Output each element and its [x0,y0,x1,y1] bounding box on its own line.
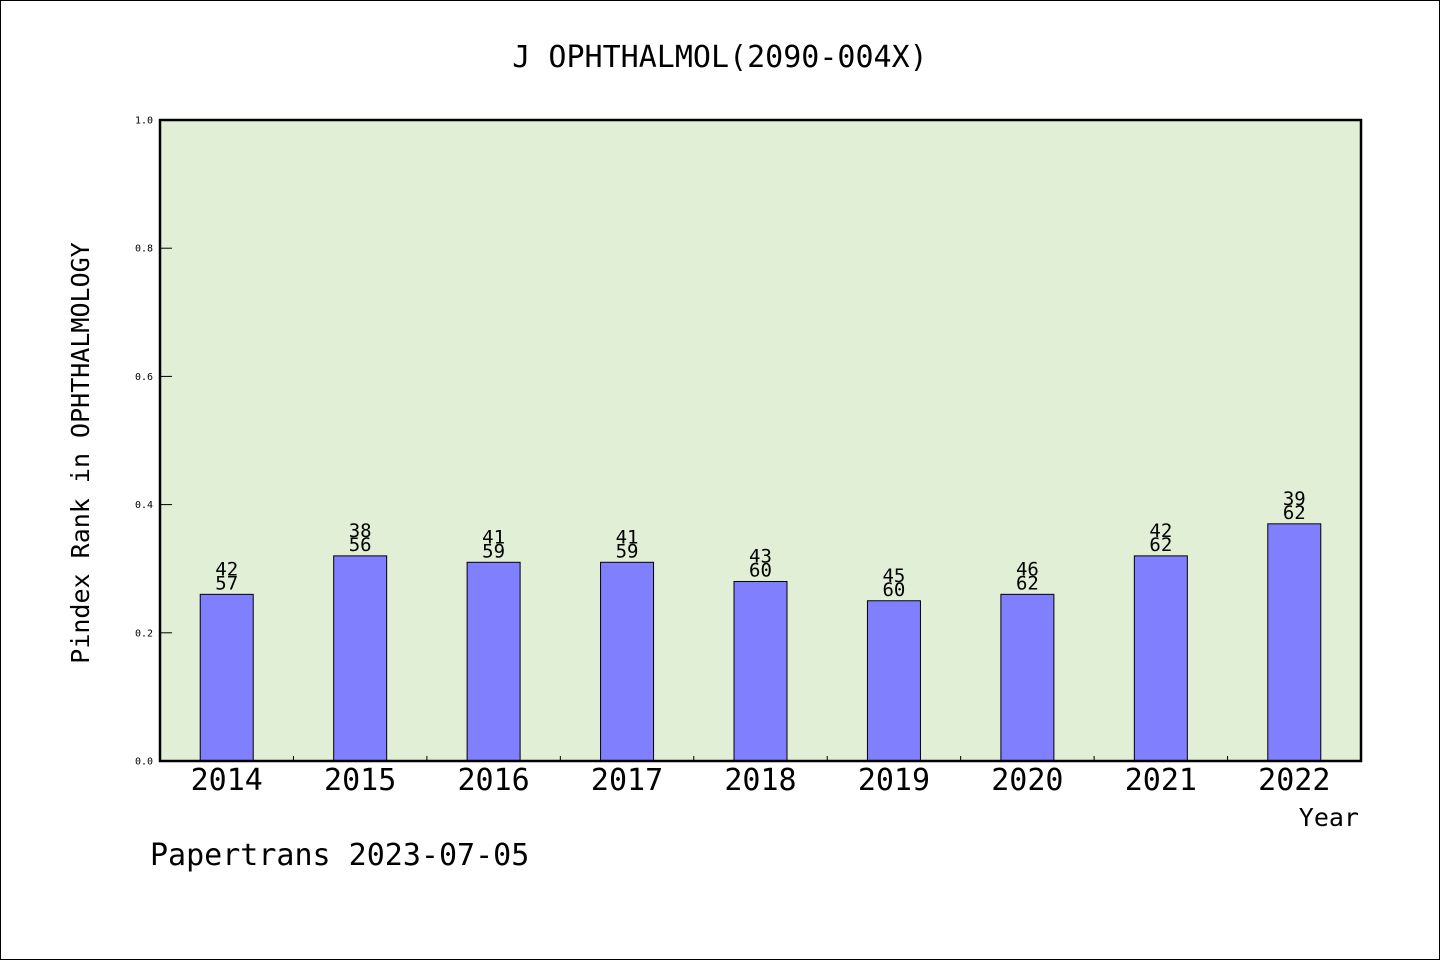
data-label-bottom-2021: 62 [1149,534,1172,556]
data-label-bottom-2014: 57 [215,572,238,594]
y-tick-label-0.2: 0.2 [135,628,153,639]
data-label-top-2015: 38 [349,520,372,542]
bar-2016 [466,561,521,762]
chart-title: J OPHTHALMOL(2090-004X) [512,40,927,75]
bar-2022 [1267,523,1322,762]
x-tick-label-2015: 2015 [324,763,396,798]
data-label-bottom-2015: 56 [349,534,372,556]
x-tick-label-2022: 2022 [1258,763,1330,798]
data-label-bottom-2016: 59 [482,540,505,562]
x-tick-label-2020: 2020 [991,763,1063,798]
plot-border [158,118,1363,763]
data-label-top-2020: 46 [1016,558,1039,580]
data-label-top-2019: 45 [882,565,905,587]
x-axis-label: Year [1299,803,1359,832]
x-tick-label-2016: 2016 [457,763,529,798]
data-label-top-2018: 43 [749,546,772,568]
data-label-bottom-2017: 59 [616,540,639,562]
y-tick-label-0.8: 0.8 [135,244,153,255]
bar-2019 [866,600,921,762]
data-label-top-2021: 42 [1149,520,1172,542]
y-tick-label-1.0: 1.0 [135,116,153,127]
x-tick-label-2014: 2014 [191,763,263,798]
data-label-top-2022: 39 [1283,488,1306,510]
data-label-bottom-2022: 62 [1283,502,1306,524]
data-label-top-2016: 41 [482,526,505,548]
x-tick-label-2018: 2018 [724,763,796,798]
data-label-bottom-2020: 62 [1016,572,1039,594]
bar-2021 [1133,555,1188,762]
data-label-top-2014: 42 [215,558,238,580]
bar-2015 [333,555,388,762]
y-axis-label: Pindex Rank in OPHTHALMOLOGY [66,242,95,663]
footer-text: Papertrans 2023-07-05 [150,838,529,873]
bar-2018 [733,581,788,762]
bar-2017 [600,561,655,762]
y-tick-label-0.6: 0.6 [135,372,153,383]
data-label-bottom-2019: 60 [882,579,905,601]
x-tick-label-2021: 2021 [1125,763,1197,798]
y-tick-label-0.0: 0.0 [135,757,153,768]
bar-2020 [1000,593,1055,762]
x-tick-label-2017: 2017 [591,763,663,798]
x-axis-ticks: 2014 2015 2016 2017 2018 2019 2020 2021 2022 [191,756,1330,798]
x-tick-label-2019: 2019 [858,763,930,798]
data-label-top-2017: 41 [616,526,639,548]
data-label-bottom-2018: 60 [749,560,772,582]
y-tick-label-0.4: 0.4 [135,500,153,511]
bar-2014 [199,593,254,762]
